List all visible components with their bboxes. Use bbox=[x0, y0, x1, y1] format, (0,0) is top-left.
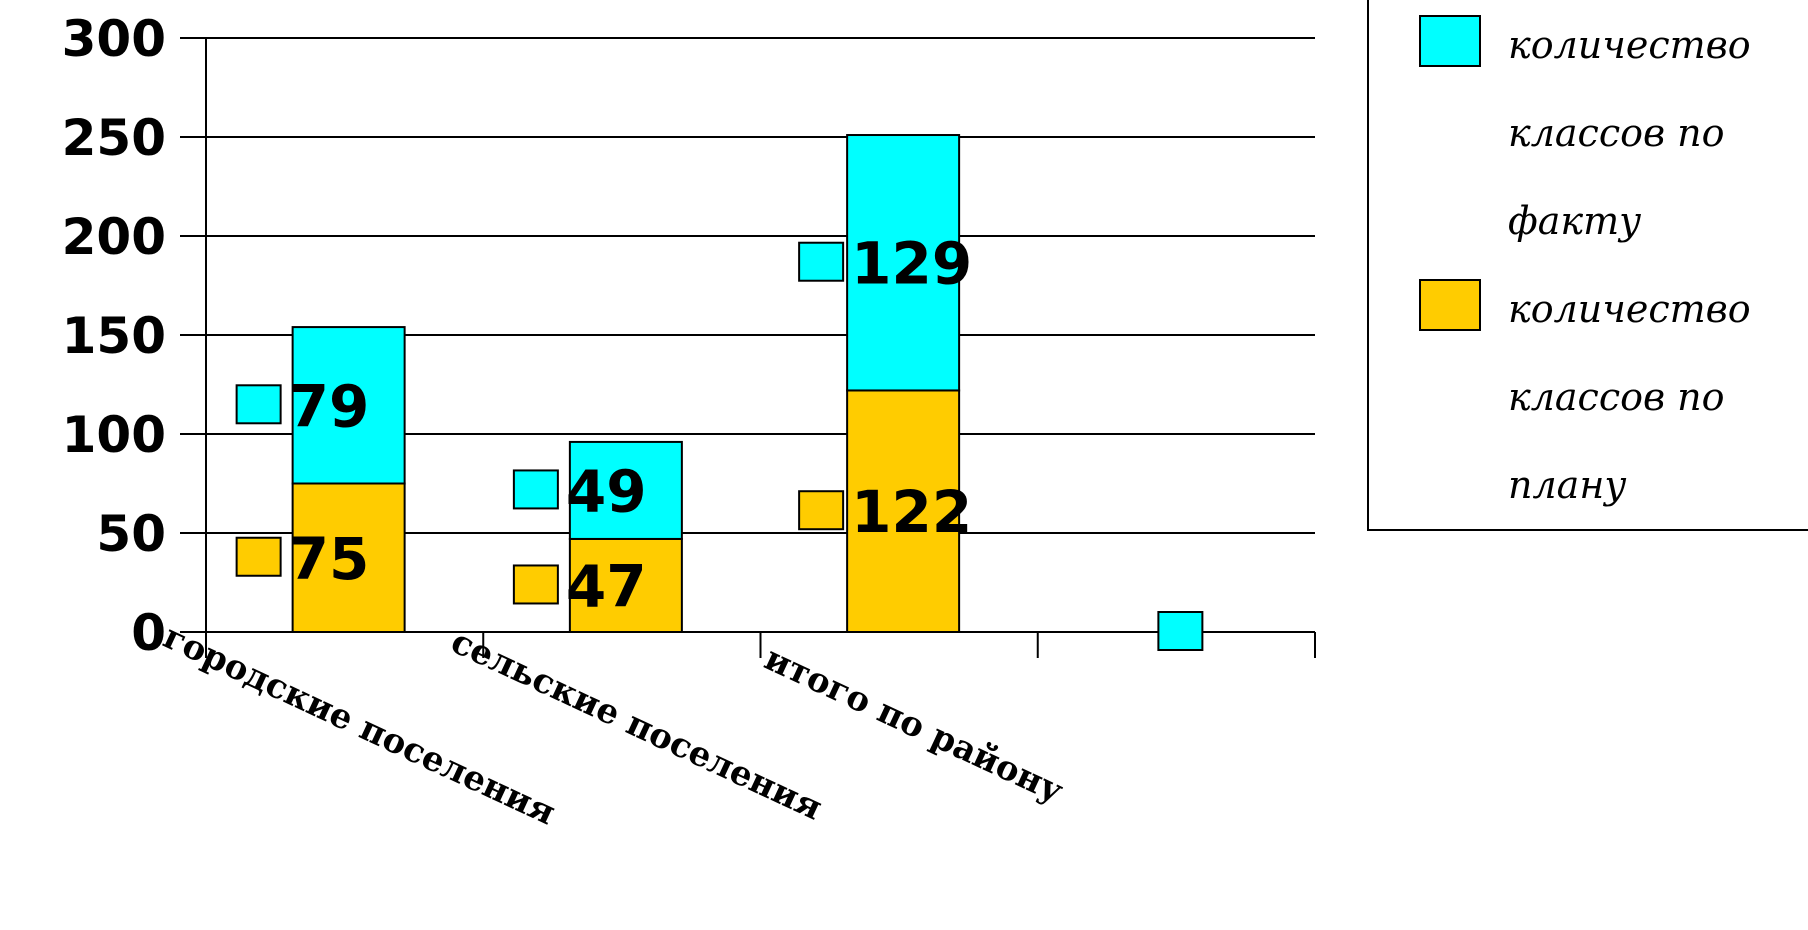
x-axis-ticks bbox=[205, 632, 1316, 658]
data-label-key bbox=[798, 490, 845, 531]
legend-label: факту bbox=[1508, 199, 1641, 243]
y-tick-label: 50 bbox=[96, 505, 166, 563]
bar-городские-поселения-series-1 bbox=[291, 326, 406, 485]
y-tick-label: 100 bbox=[62, 406, 166, 464]
legend-label: плану bbox=[1508, 463, 1626, 507]
bar-городские-поселения-series-0 bbox=[291, 482, 406, 633]
bar-сельские-поселения-series-0 bbox=[568, 537, 683, 633]
y-tick-label: 150 bbox=[62, 307, 166, 365]
y-axis-ticks: 0 50 100 150 200 250 300 bbox=[62, 10, 166, 662]
legend: количество классов по факту количество класс… bbox=[1367, 0, 1808, 531]
data-label-key bbox=[798, 241, 845, 282]
data-labels: 79 75 49 47 129 122 bbox=[235, 230, 1204, 651]
bar-итого-по-району-series-1 bbox=[846, 134, 961, 392]
legend-border bbox=[1367, 0, 1808, 531]
data-label: 75 bbox=[289, 525, 370, 593]
y-tick-label: 0 bbox=[131, 604, 166, 662]
legend-label: классов по bbox=[1508, 375, 1725, 419]
legend-label: классов по bbox=[1508, 111, 1725, 155]
data-label-key bbox=[235, 384, 282, 425]
data-label-key bbox=[1157, 611, 1204, 651]
y-tick-label: 250 bbox=[62, 109, 166, 167]
y-tick-label: 200 bbox=[62, 208, 166, 266]
legend-swatch bbox=[1419, 15, 1481, 67]
data-label: 122 bbox=[851, 478, 972, 546]
bar-сельские-поселения-series-1 bbox=[568, 440, 683, 540]
data-label: 47 bbox=[566, 552, 647, 620]
data-label: 49 bbox=[566, 457, 647, 525]
legend-label: количество bbox=[1508, 23, 1751, 67]
legend-label: количество bbox=[1508, 287, 1751, 331]
data-label: 79 bbox=[289, 372, 370, 440]
data-label: 129 bbox=[851, 230, 972, 298]
data-label-key bbox=[512, 469, 559, 510]
data-label-key bbox=[235, 536, 282, 577]
y-tick-label: 300 bbox=[62, 10, 166, 68]
bars bbox=[291, 134, 961, 633]
data-label-key bbox=[512, 564, 559, 605]
bar-итого-по-району-series-0 bbox=[846, 389, 961, 633]
legend-swatch bbox=[1419, 279, 1481, 331]
